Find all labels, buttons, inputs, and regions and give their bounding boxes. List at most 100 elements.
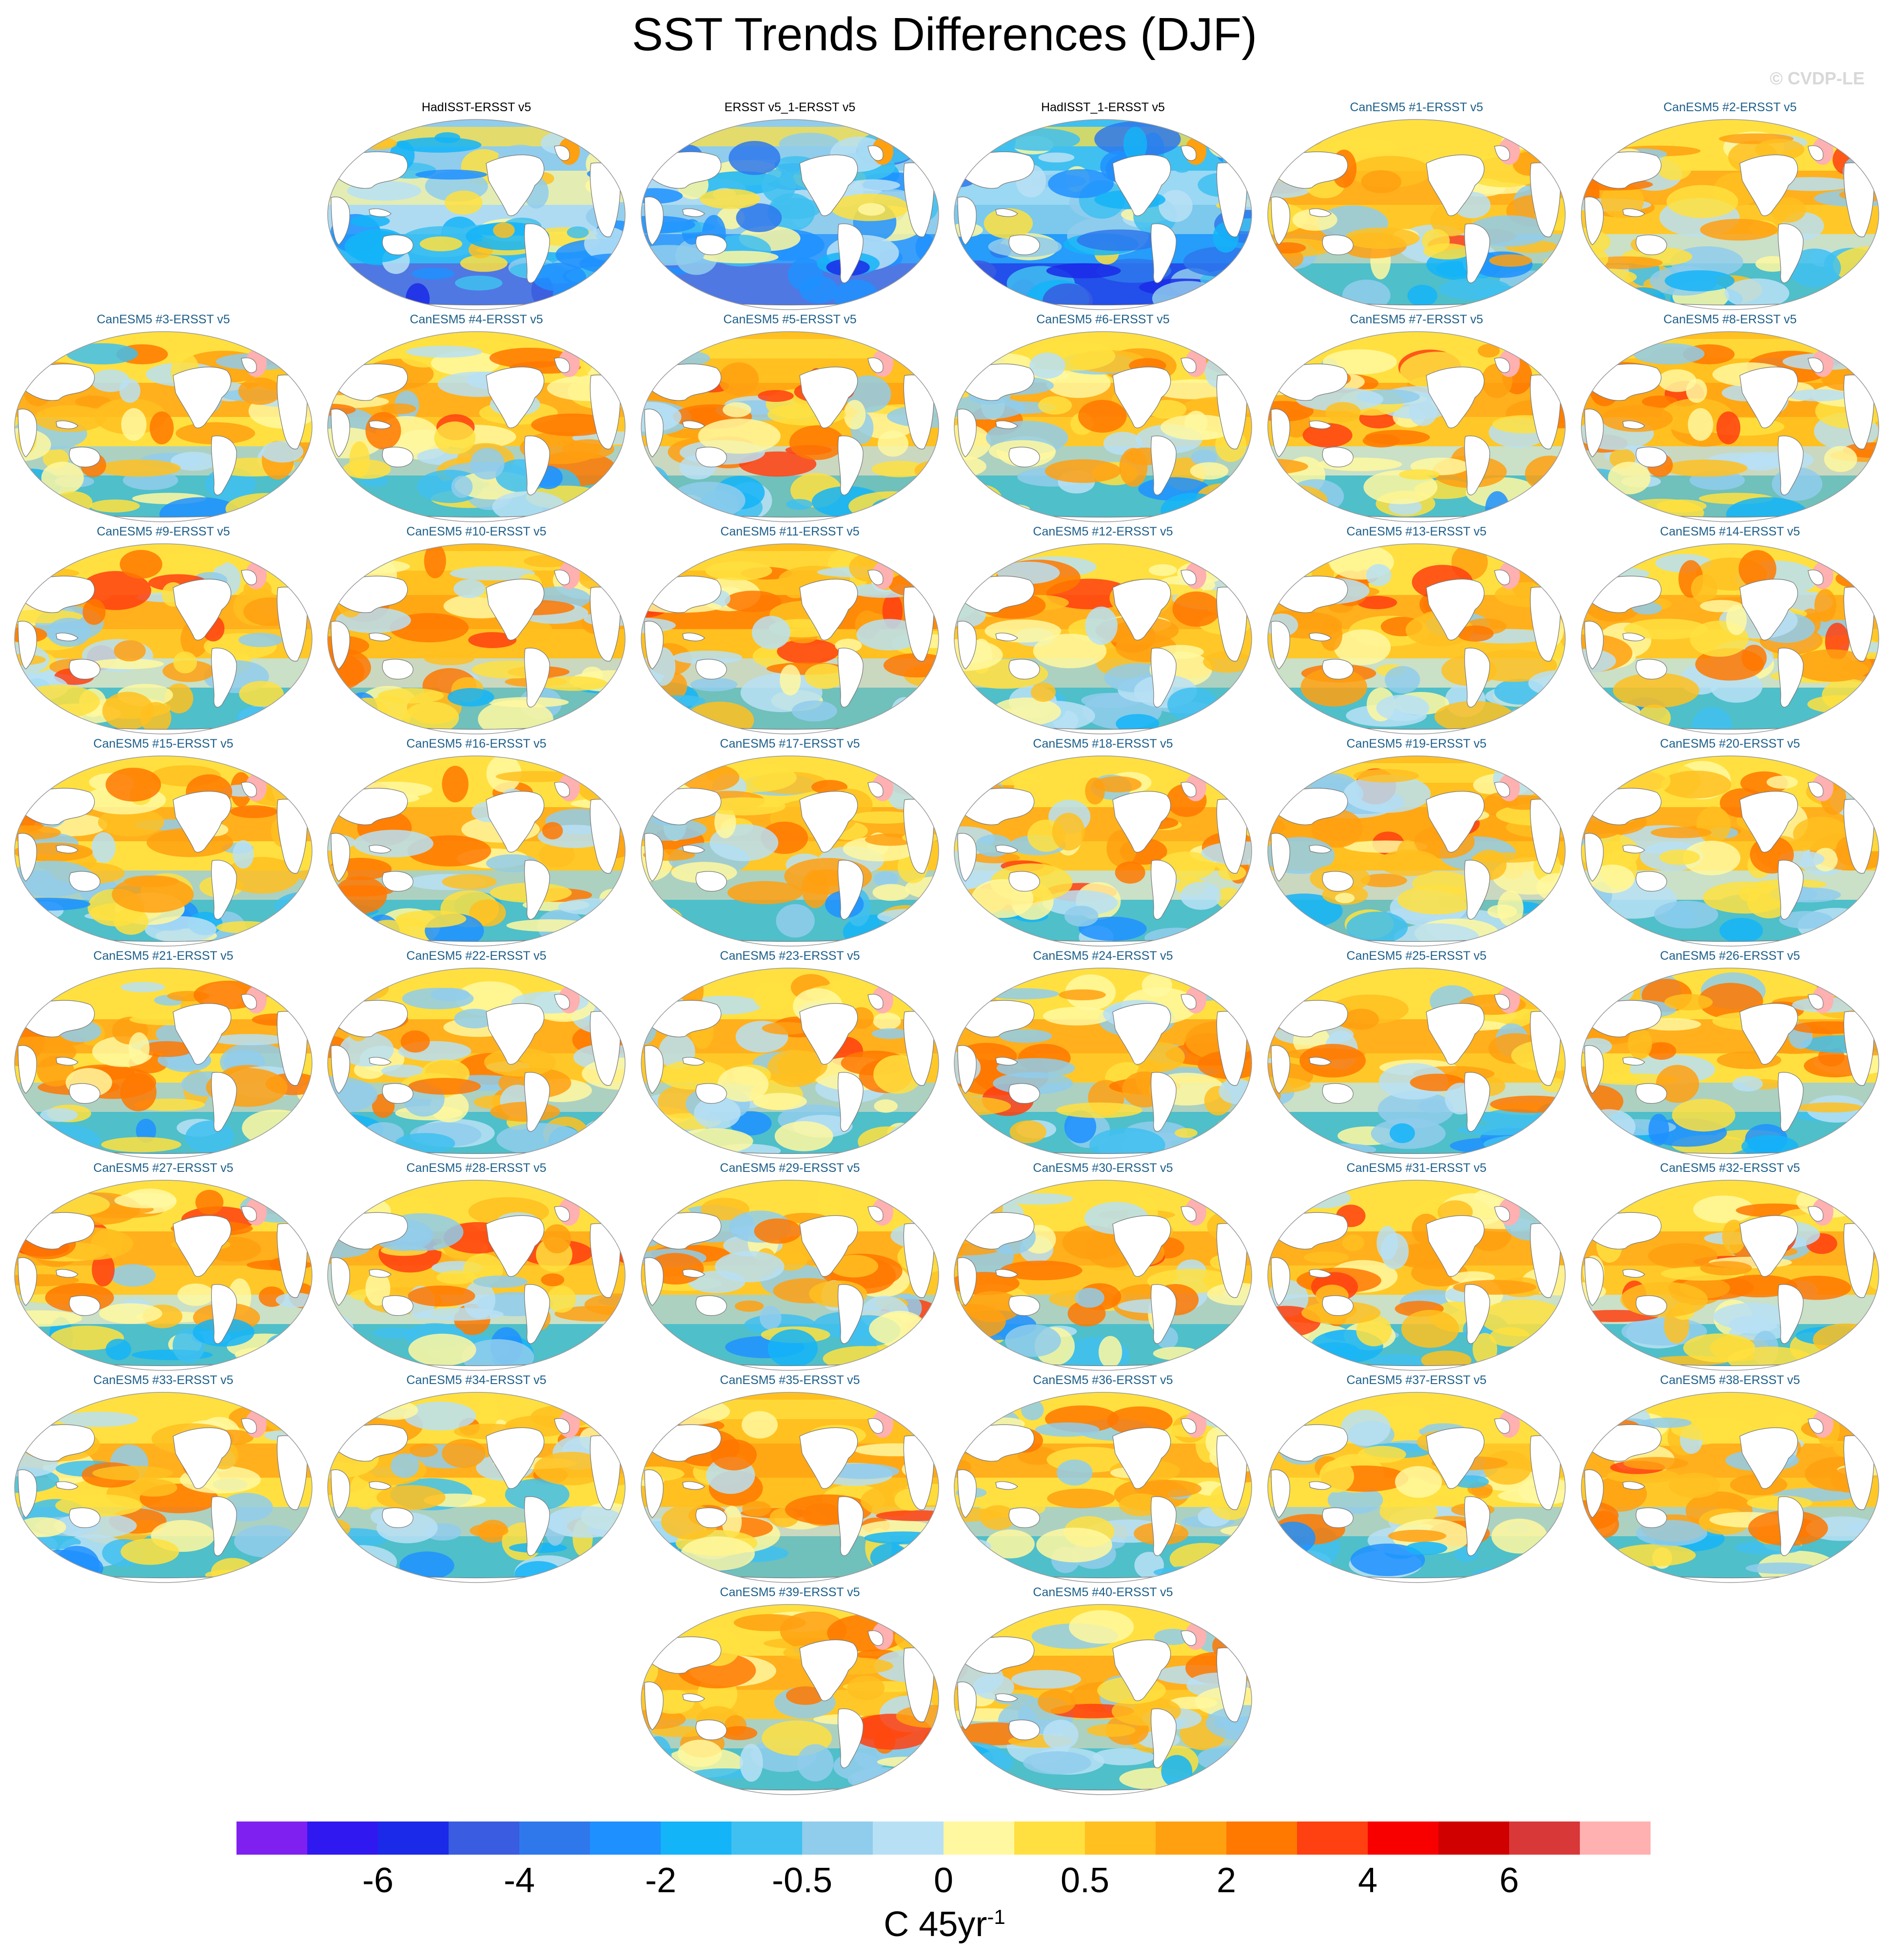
colorbar	[236, 1821, 1651, 1855]
panel-title: CanESM5 #4-ERSST v5	[410, 313, 543, 326]
land-mask	[1464, 648, 1490, 708]
land-mask	[799, 1427, 858, 1489]
sst-trend-map	[1581, 968, 1879, 1159]
land-mask	[369, 633, 392, 641]
map-border	[954, 968, 1252, 1159]
land-mask	[241, 357, 257, 373]
map-panel: CanESM5 #30-ERSST v5	[952, 1161, 1254, 1375]
map-panel: CanESM5 #19-ERSST v5	[1265, 736, 1568, 951]
map-border	[641, 119, 939, 310]
map-border	[327, 968, 626, 1159]
map-border	[641, 1180, 939, 1371]
land-mask	[1008, 1720, 1040, 1741]
map-panel: CanESM5 #17-ERSST v5	[639, 736, 941, 951]
map-border	[327, 331, 626, 522]
map-border	[954, 543, 1252, 734]
land-mask	[1635, 871, 1667, 892]
sst-trend-map	[14, 968, 313, 1159]
land-mask	[957, 833, 977, 882]
sst-field	[641, 1604, 939, 1795]
land-mask	[1494, 1418, 1510, 1434]
land-mask	[1008, 659, 1040, 680]
land-mask	[1464, 1072, 1490, 1132]
land-mask	[1622, 208, 1645, 217]
land-mask	[369, 1269, 392, 1278]
land-mask	[1309, 1057, 1332, 1066]
sst-field	[15, 968, 312, 1158]
land-mask	[1635, 447, 1667, 468]
land-mask	[173, 791, 232, 853]
map-panel: CanESM5 #10-ERSST v5	[325, 524, 628, 739]
land-mask	[56, 845, 79, 853]
land-mask	[1271, 621, 1290, 670]
land-mask	[995, 1481, 1018, 1490]
land-mask	[524, 1072, 550, 1132]
sst-trend-map	[641, 755, 939, 947]
colorbar-tick-label: 4	[1358, 1861, 1378, 1900]
map-border	[1581, 543, 1879, 734]
panel-title: CanESM5 #30-ERSST v5	[1033, 1161, 1173, 1175]
colorbar-tick-label: -4	[503, 1861, 535, 1900]
land-mask	[554, 570, 570, 585]
land-mask	[369, 845, 392, 853]
land-mask	[1112, 1215, 1171, 1277]
land-mask	[957, 409, 977, 457]
sst-field	[1268, 1392, 1565, 1583]
land-mask	[1151, 1284, 1177, 1344]
land-mask	[211, 1496, 237, 1556]
map-panel: CanESM5 #31-ERSST v5	[1265, 1161, 1568, 1375]
colorbar-swatch	[1438, 1821, 1510, 1855]
map-panel: HadISST-ERSST v5	[325, 100, 628, 315]
land-mask	[1181, 1206, 1197, 1222]
land-mask	[173, 366, 232, 429]
sst-trend-map	[954, 968, 1252, 1159]
map-border	[1267, 968, 1566, 1159]
land-mask	[867, 994, 884, 1010]
sst-field	[328, 1392, 625, 1583]
map-panel: CanESM5 #33-ERSST v5	[12, 1373, 315, 1587]
land-mask	[1635, 235, 1667, 256]
land-mask	[1426, 154, 1485, 217]
map-panel: CanESM5 #36-ERSST v5	[952, 1373, 1254, 1587]
land-mask	[995, 208, 1018, 217]
land-mask	[644, 1469, 664, 1518]
land-mask	[799, 1003, 858, 1065]
land-mask	[56, 633, 79, 641]
panel-title: CanESM5 #34-ERSST v5	[406, 1373, 547, 1387]
land-mask	[1181, 1630, 1197, 1646]
map-panel: CanESM5 #24-ERSST v5	[952, 949, 1254, 1163]
land-mask	[1426, 1427, 1485, 1489]
colorbar-swatch	[661, 1821, 732, 1855]
land-mask	[1322, 235, 1354, 256]
land-mask	[957, 1257, 977, 1306]
map-border	[1267, 1392, 1566, 1583]
land-mask	[18, 1469, 37, 1518]
land-mask	[682, 1693, 705, 1702]
map-border	[327, 755, 626, 947]
land-mask	[1151, 648, 1177, 708]
map-panel: CanESM5 #39-ERSST v5	[639, 1585, 941, 1800]
land-mask	[211, 648, 237, 708]
map-panel: CanESM5 #9-ERSST v5	[12, 524, 315, 739]
map-border	[954, 1180, 1252, 1371]
land-mask	[995, 420, 1018, 429]
panel-title: CanESM5 #19-ERSST v5	[1346, 737, 1487, 751]
sst-trend-map	[14, 543, 313, 734]
map-panel: CanESM5 #38-ERSST v5	[1579, 1373, 1881, 1587]
sst-trend-map	[1581, 755, 1879, 947]
sst-trend-map	[1267, 543, 1566, 734]
land-mask	[524, 648, 550, 708]
map-border	[1267, 755, 1566, 947]
sst-field	[15, 332, 312, 522]
map-panel: CanESM5 #1-ERSST v5	[1265, 100, 1568, 315]
map-panel: CanESM5 #11-ERSST v5	[639, 524, 941, 739]
land-mask	[1464, 1284, 1490, 1344]
land-mask	[1322, 1083, 1354, 1104]
sst-trend-map	[1581, 331, 1879, 522]
panel-title: CanESM5 #31-ERSST v5	[1346, 1161, 1487, 1175]
land-mask	[69, 871, 100, 892]
land-mask	[1808, 994, 1824, 1010]
land-mask	[838, 1496, 864, 1556]
sst-trend-map	[1267, 968, 1566, 1159]
land-mask	[1008, 1507, 1040, 1528]
